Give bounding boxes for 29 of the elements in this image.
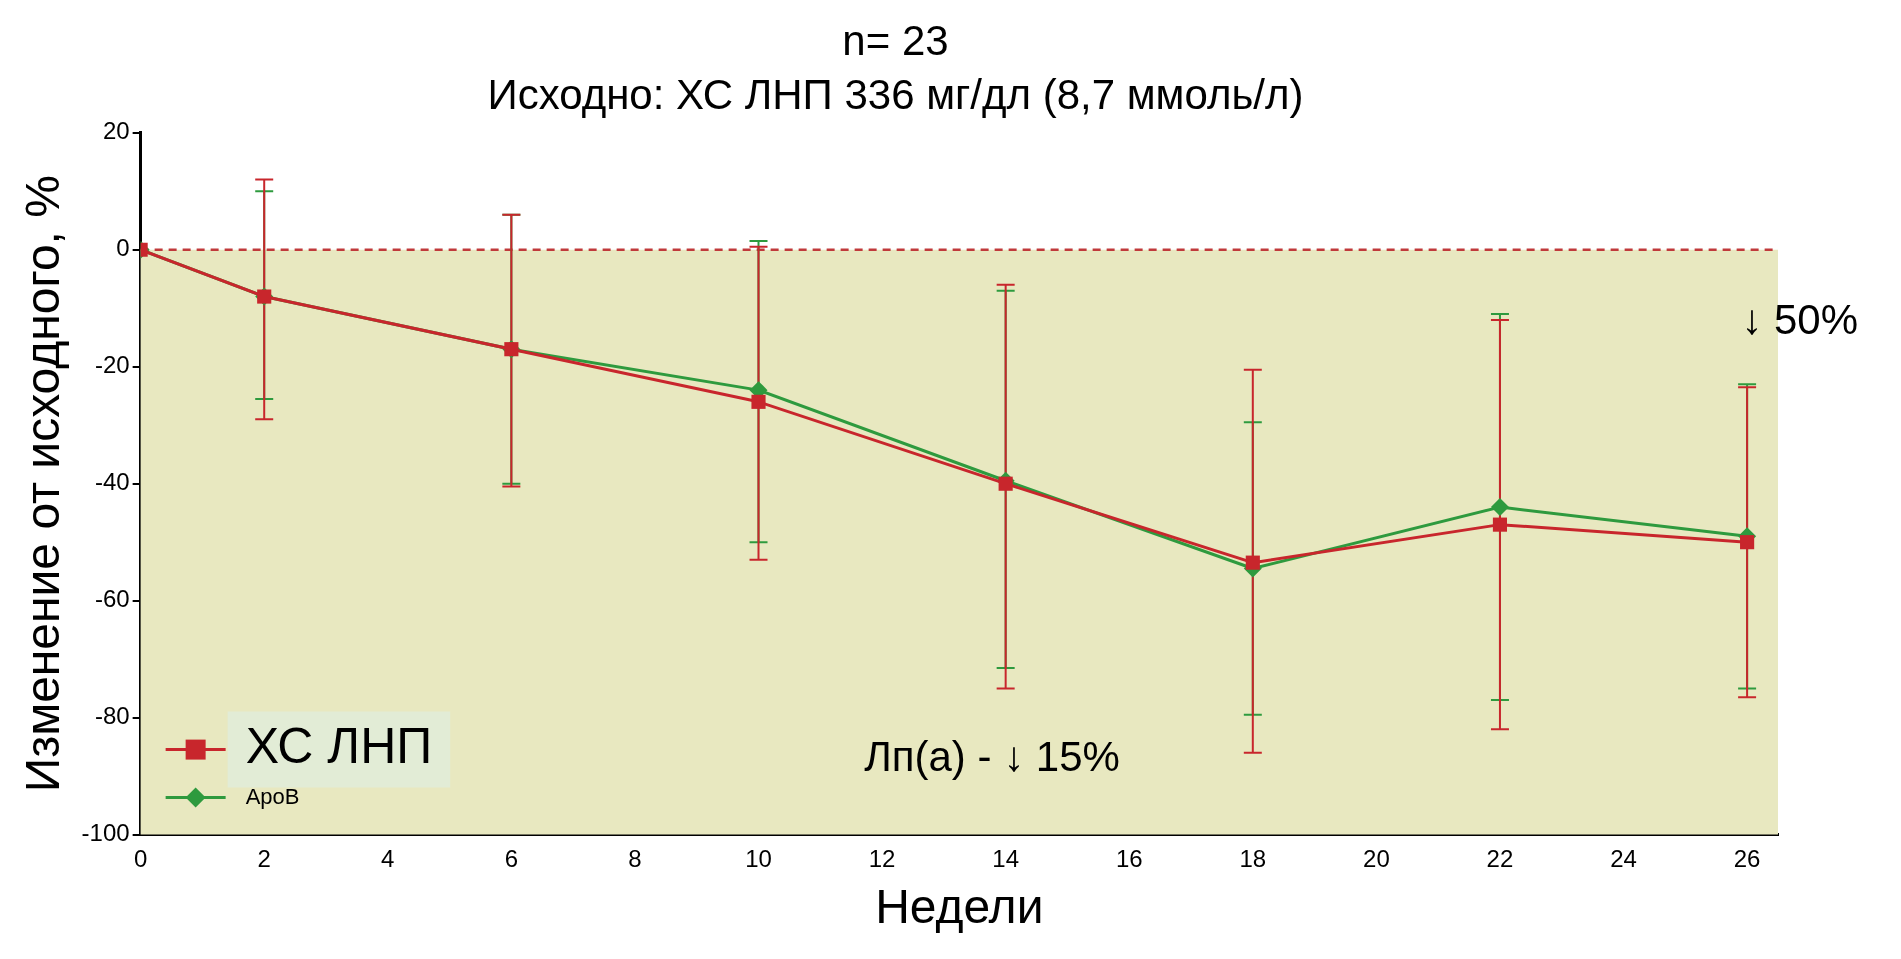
x-tick-label: 24: [1610, 844, 1637, 872]
y-tick-label: -80: [94, 702, 130, 730]
y-tick-label: 0: [116, 234, 130, 262]
x-tick-label: 22: [1486, 844, 1514, 872]
x-tick-label: 16: [1115, 844, 1143, 872]
annotation: ↓ 50%: [1741, 295, 1858, 343]
x-tick-label: 0: [133, 844, 148, 872]
x-tick-label: 26: [1733, 844, 1761, 872]
x-tick-label: 10: [745, 844, 772, 872]
x-tick-label: 4: [381, 844, 395, 872]
annotation: Лп(а) - ↓ 15%: [864, 733, 1120, 781]
legend-label: ApoB: [245, 783, 300, 809]
y-tick-label: -40: [94, 468, 130, 496]
y-axis-title: Изменение от исходного, %: [16, 175, 70, 793]
chart-title: n= 23: [842, 16, 949, 64]
x-tick-label: 8: [628, 844, 642, 872]
x-tick-label: 2: [257, 844, 271, 872]
x-tick-label: 18: [1239, 844, 1267, 872]
legend-label: ХС ЛНП: [245, 718, 433, 775]
x-tick-label: 6: [504, 844, 519, 872]
y-tick-label: -100: [81, 819, 130, 847]
x-tick-label: 14: [992, 844, 1020, 872]
x-axis-title: Недели: [875, 880, 1044, 934]
x-tick-label: 12: [868, 844, 896, 872]
chart-subtitle: Исходно: ХС ЛНП 336 мг/дл (8,7 ммоль/л): [487, 71, 1304, 119]
x-tick-label: 20: [1363, 844, 1390, 872]
y-tick-label: -20: [94, 351, 130, 379]
y-tick-label: 20: [102, 117, 130, 145]
y-tick-label: -60: [94, 585, 130, 613]
